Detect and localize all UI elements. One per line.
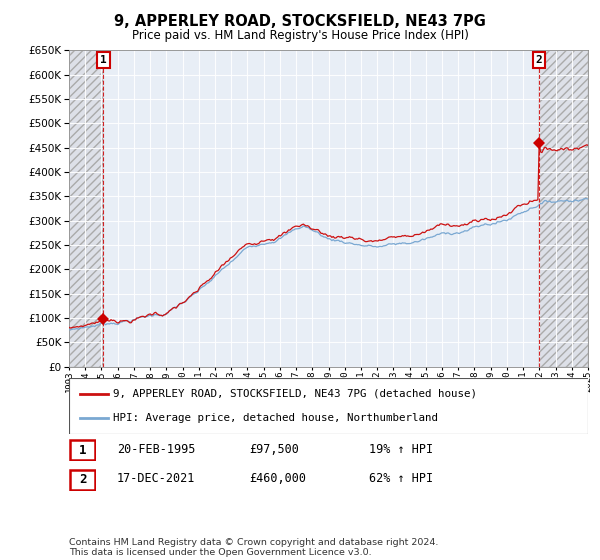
Text: £97,500: £97,500	[249, 442, 299, 456]
Bar	[69, 50, 103, 367]
Text: Price paid vs. HM Land Registry's House Price Index (HPI): Price paid vs. HM Land Registry's House …	[131, 29, 469, 42]
Text: 1: 1	[79, 444, 86, 457]
Text: 1: 1	[100, 55, 107, 65]
Text: 62% ↑ HPI: 62% ↑ HPI	[369, 472, 433, 486]
Text: 9, APPERLEY ROAD, STOCKSFIELD, NE43 7PG: 9, APPERLEY ROAD, STOCKSFIELD, NE43 7PG	[114, 14, 486, 29]
Bar	[539, 50, 588, 367]
Text: 9, APPERLEY ROAD, STOCKSFIELD, NE43 7PG (detached house): 9, APPERLEY ROAD, STOCKSFIELD, NE43 7PG …	[113, 389, 477, 399]
Text: 2: 2	[535, 55, 542, 65]
Text: 20-FEB-1995: 20-FEB-1995	[117, 442, 196, 456]
Text: £460,000: £460,000	[249, 472, 306, 486]
Text: 19% ↑ HPI: 19% ↑ HPI	[369, 442, 433, 456]
Text: 17-DEC-2021: 17-DEC-2021	[117, 472, 196, 486]
Text: 2: 2	[79, 473, 86, 487]
Text: HPI: Average price, detached house, Northumberland: HPI: Average price, detached house, Nort…	[113, 413, 438, 423]
Text: Contains HM Land Registry data © Crown copyright and database right 2024.
This d: Contains HM Land Registry data © Crown c…	[69, 538, 439, 557]
